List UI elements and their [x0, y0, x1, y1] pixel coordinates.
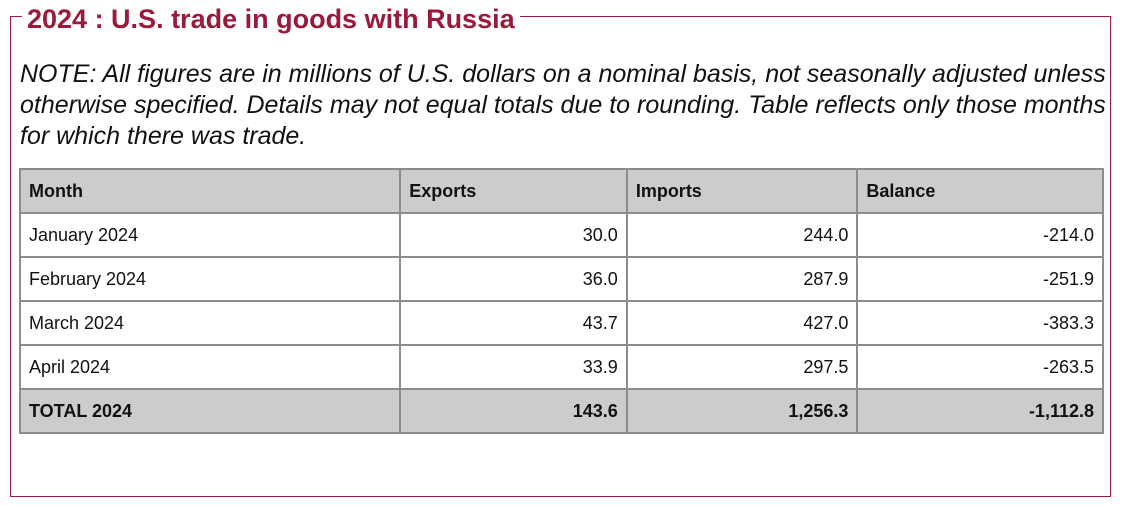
- balance-cell: -263.5: [856, 344, 1104, 390]
- month-cell: March 2024: [18, 300, 402, 346]
- header-imports: Imports: [625, 168, 859, 214]
- header-balance: Balance: [856, 168, 1104, 214]
- exports-cell: 33.9: [399, 344, 628, 390]
- total-balance: -1,112.8: [856, 388, 1104, 434]
- total-label: TOTAL 2024: [18, 388, 402, 434]
- exports-cell: 43.7: [399, 300, 628, 346]
- table-row: April 2024 33.9 297.5 -263.5: [18, 344, 1104, 390]
- exports-cell: 30.0: [399, 212, 628, 258]
- total-imports: 1,256.3: [625, 388, 859, 434]
- total-exports: 143.6: [399, 388, 628, 434]
- total-row: TOTAL 2024 143.6 1,256.3 -1,112.8: [18, 388, 1104, 434]
- table-row: March 2024 43.7 427.0 -383.3: [18, 300, 1104, 346]
- table-row: January 2024 30.0 244.0 -214.0: [18, 212, 1104, 258]
- balance-cell: -214.0: [856, 212, 1104, 258]
- table-header-row: Month Exports Imports Balance: [18, 168, 1104, 214]
- imports-cell: 244.0: [625, 212, 859, 258]
- month-cell: January 2024: [18, 212, 402, 258]
- trade-table: Month Exports Imports Balance January 20…: [18, 168, 1104, 434]
- balance-cell: -383.3: [856, 300, 1104, 346]
- table-row: February 2024 36.0 287.9 -251.9: [18, 256, 1104, 302]
- balance-cell: -251.9: [856, 256, 1104, 302]
- month-cell: February 2024: [18, 256, 402, 302]
- panel-title: 2024 : U.S. trade in goods with Russia: [22, 2, 520, 36]
- header-month: Month: [18, 168, 402, 214]
- imports-cell: 427.0: [625, 300, 859, 346]
- note-text: NOTE: All figures are in millions of U.S…: [20, 60, 1106, 150]
- exports-cell: 36.0: [399, 256, 628, 302]
- imports-cell: 287.9: [625, 256, 859, 302]
- imports-cell: 297.5: [625, 344, 859, 390]
- trade-panel: [10, 16, 1111, 497]
- header-exports: Exports: [399, 168, 628, 214]
- month-cell: April 2024: [18, 344, 402, 390]
